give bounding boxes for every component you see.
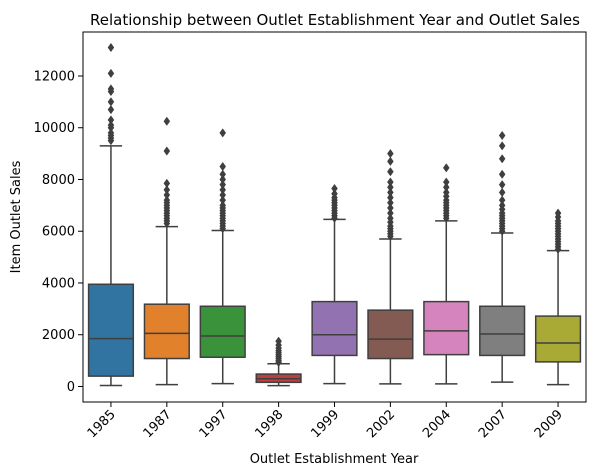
outlier-point	[107, 84, 115, 94]
x-tick-label: 2004	[420, 407, 454, 441]
outlier-point	[387, 182, 394, 192]
outlier-point	[442, 177, 450, 187]
outlier-point	[554, 208, 562, 218]
outlier-point	[163, 116, 171, 126]
outlier-point	[219, 161, 227, 172]
x-tick-label: 2002	[364, 407, 398, 441]
outlier-point	[219, 185, 227, 195]
x-axis-title: Outlet Establishment Year	[250, 452, 419, 467]
box-1985	[87, 42, 135, 387]
outlier-point	[387, 192, 394, 203]
iqr-box	[143, 303, 190, 360]
outlier-point	[107, 120, 115, 130]
outlier-point	[219, 180, 227, 190]
box-1987	[143, 116, 190, 386]
outlier-point	[387, 203, 394, 213]
box-1998	[255, 336, 302, 387]
y-tick-label: 12000	[34, 69, 75, 84]
x-tick-label: 2007	[476, 407, 510, 441]
outlier-point	[442, 163, 450, 173]
outlier-point	[163, 190, 171, 200]
outlier-point	[163, 195, 171, 205]
y-tick-label: 2000	[42, 328, 75, 343]
y-tick-label: 10000	[34, 121, 75, 136]
outlier-point	[275, 336, 282, 346]
x-tick-label: 1999	[308, 407, 342, 441]
x-tick-label: 1998	[252, 407, 286, 441]
outlier-point	[107, 115, 115, 125]
outlier-point	[219, 174, 227, 185]
outlier-point	[498, 200, 506, 210]
iqr-box	[479, 305, 526, 357]
outlier-point	[387, 213, 394, 223]
outlier-point	[163, 185, 171, 195]
iqr-box	[311, 300, 358, 357]
y-axis: 0 2000 4000 6000 8000 10000 12000	[34, 69, 83, 395]
x-tick-label: 1997	[197, 407, 231, 441]
outlier-point	[107, 128, 115, 138]
outlier-point	[498, 154, 506, 164]
outlier-point	[219, 190, 227, 200]
outlier-point	[387, 187, 394, 198]
box-2009	[534, 208, 582, 386]
outlier-point	[331, 183, 338, 194]
outlier-point	[331, 189, 338, 199]
outlier-point	[107, 104, 115, 115]
y-tick-label: 6000	[42, 225, 75, 240]
outlier-point	[387, 177, 394, 187]
x-tick-label: 1987	[141, 407, 175, 441]
outlier-point	[387, 156, 394, 167]
outlier-point	[387, 198, 394, 208]
outlier-point	[498, 169, 506, 179]
x-tick-label: 1985	[85, 407, 119, 441]
iqr-box	[423, 300, 470, 356]
outlier-point	[387, 208, 394, 218]
box-2004	[423, 163, 470, 385]
outlier-point	[498, 187, 506, 198]
outlier-point	[498, 195, 506, 205]
outlier-point	[219, 195, 227, 205]
outlier-point	[107, 68, 115, 79]
y-tick-label: 8000	[42, 173, 75, 188]
outlier-point	[163, 178, 171, 188]
outlier-point	[107, 42, 115, 53]
outlier-point	[498, 180, 506, 190]
iqr-box	[534, 315, 582, 363]
outlier-point	[387, 148, 394, 159]
iqr-box	[87, 283, 135, 377]
x-tick-label: 2009	[532, 407, 566, 441]
box-1997	[199, 128, 246, 385]
outlier-point	[387, 167, 394, 177]
plot-area	[87, 42, 582, 387]
iqr-box	[367, 309, 414, 360]
chart-title: Relationship between Outlet Establishmen…	[90, 11, 580, 29]
iqr-box	[199, 305, 246, 358]
outlier-point	[498, 141, 506, 151]
box-1999	[311, 183, 358, 385]
outlier-point	[107, 97, 115, 107]
outlier-point	[498, 130, 506, 141]
outlier-point	[219, 169, 227, 179]
x-axis: 1985 1987 1997 1998 1999 2002 2004 2007 2009	[85, 402, 566, 441]
box-2007	[479, 130, 526, 383]
y-axis-title: Item Outlet Sales	[9, 160, 24, 273]
outlier-point	[163, 146, 171, 156]
box-2002	[367, 148, 414, 385]
outlier-point	[219, 200, 227, 210]
outlier-point	[442, 187, 450, 198]
outlier-point	[219, 128, 227, 138]
y-tick-label: 0	[67, 380, 75, 395]
outlier-point	[442, 182, 450, 192]
y-tick-label: 4000	[42, 276, 75, 291]
